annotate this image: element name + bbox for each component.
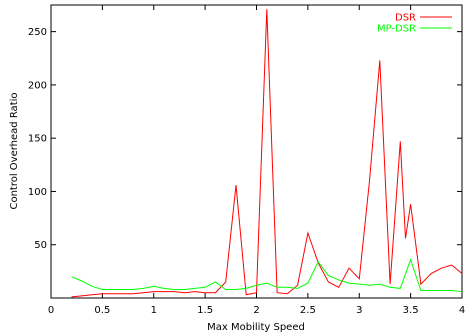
series-layer (71, 9, 463, 298)
x-tick-label: 0 (48, 305, 54, 316)
x-tick-label: 1 (151, 305, 157, 316)
x-tick-label: 0.5 (94, 305, 110, 316)
legend-label-mp-dsr: MP-DSR (377, 24, 416, 35)
y-axis-label: Control Overhead Ratio (9, 92, 20, 209)
x-tick-label: 4 (459, 305, 465, 316)
y-tick-label: 150 (28, 134, 47, 145)
x-tick-label: 2 (253, 305, 259, 316)
legend-label-dsr: DSR (395, 13, 416, 24)
x-tick-label: 1.5 (197, 305, 213, 316)
y-tick-label: 250 (28, 27, 47, 38)
y-tick-label: 50 (34, 240, 47, 251)
x-tick-label: 3 (356, 305, 362, 316)
x-axis-label: Max Mobility Speed (207, 322, 305, 333)
y-tick-label: 100 (28, 187, 47, 198)
x-tick-label: 2.5 (300, 305, 316, 316)
series-line-dsr (71, 9, 463, 298)
axis-ticks: 0 0.5 1 1.5 2 2.5 3 3.5 4 50 100 150 200 250 (28, 5, 465, 316)
series-line-mp-dsr (71, 258, 463, 293)
plot-area (50, 4, 463, 299)
y-tick-label: 200 (28, 80, 47, 91)
x-tick-label: 3.5 (403, 305, 419, 316)
